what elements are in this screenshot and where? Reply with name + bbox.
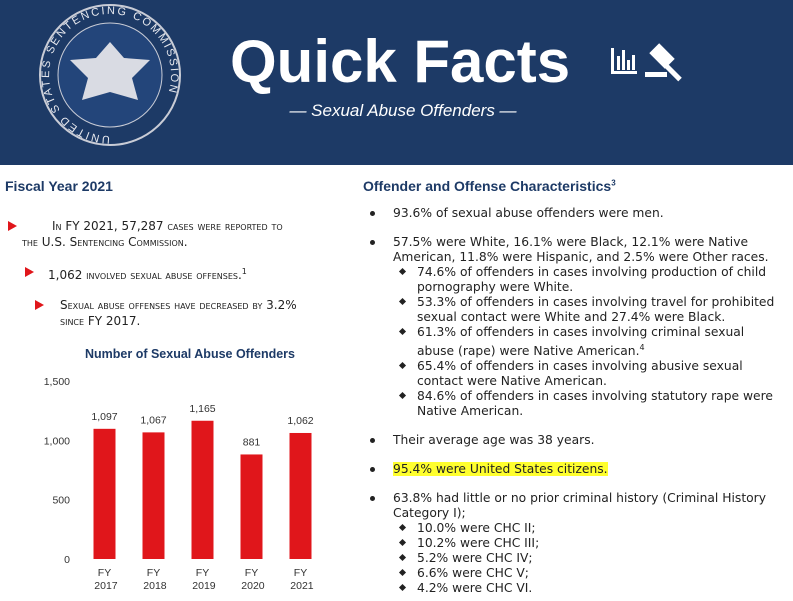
data-label: 1,067 (140, 414, 166, 426)
characteristic-text: 57.5% were White, 16.1% were Black, 12.1… (393, 235, 769, 264)
data-label: 1,097 (91, 411, 117, 423)
characteristic: 95.4% were United States citizens. (368, 462, 783, 477)
fact-item: Sexual abuse offenses have decreased by … (0, 297, 300, 329)
x-tick-label: FY 2020 (238, 567, 264, 592)
bar (142, 432, 165, 559)
sub-text: 5.2% were CHC IV; (417, 551, 533, 566)
bar (289, 432, 312, 559)
sub-characteristic: 4.2% were CHC VI. (393, 581, 783, 596)
fact-text: Sexual abuse offenses have decreased by … (60, 298, 297, 328)
subtitle: — Sexual Abuse Offenders — (288, 101, 517, 120)
characteristic-text: 93.6% of sexual abuse offenders were men… (393, 206, 664, 220)
sub-text: 61.3% of offenders in cases involving cr… (417, 325, 745, 359)
right-heading-text: Offender and Offense Characteristics (363, 178, 612, 194)
sub-text: 10.0% were CHC II; (417, 521, 536, 536)
sub-text: 6.6% were CHC V; (417, 566, 529, 581)
sub-text: 84.6% of offenders in cases involving st… (417, 389, 773, 419)
y-tick-label: 1,500 (44, 376, 70, 388)
sub-characteristic: 5.2% were CHC IV; (393, 551, 783, 566)
sub-characteristic: 74.6% of offenders in cases involving pr… (393, 265, 783, 295)
banner: UNITED STATES SENTENCING COMMISSION Quic… (0, 0, 793, 165)
sub-characteristic: 6.6% were CHC V; (393, 566, 783, 581)
characteristic: Their average age was 38 years. (368, 433, 783, 448)
sub-characteristic: 84.6% of offenders in cases involving st… (393, 389, 783, 419)
gavel-icon (645, 43, 682, 82)
sub-characteristic: 53.3% of offenders in cases involving tr… (393, 295, 783, 325)
title: Quick Facts (230, 28, 570, 95)
sub-text: 74.6% of offenders in cases involving pr… (417, 265, 767, 294)
data-label: 1,165 (189, 403, 215, 415)
footnote: 4 (639, 343, 645, 352)
right-list: 93.6% of sexual abuse offenders were men… (368, 206, 783, 601)
x-tick-label: FY 2017 (91, 567, 117, 592)
left-heading: Fiscal Year 2021 (5, 178, 113, 194)
data-label: 1,062 (287, 415, 313, 427)
y-tick-label: 1,000 (44, 435, 70, 447)
sub-characteristic: 10.0% were CHC II; (393, 521, 783, 536)
sub-characteristic: 61.3% of offenders in cases involving cr… (393, 325, 783, 359)
characteristic-text: 63.8% had little or no prior criminal hi… (393, 491, 767, 521)
x-tick-label: FY 2018 (140, 567, 166, 592)
sub-text: 53.3% of offenders in cases involving tr… (417, 295, 775, 324)
sub-text: 10.2% were CHC III; (417, 536, 540, 551)
fact-item: 1,062 involved sexual abuse offenses.1 (0, 264, 300, 283)
bar (191, 420, 214, 559)
footnote: 3 (611, 178, 616, 188)
characteristic: 57.5% were White, 16.1% were Black, 12.1… (368, 235, 783, 419)
eagle (70, 42, 150, 100)
fact-text: In FY 2021, 57,287 cases were reported t… (22, 219, 283, 249)
fact-text: 1,062 involved sexual abuse offenses. (48, 268, 242, 282)
data-label: 881 (243, 436, 261, 448)
characteristic-text: 95.4% were United States citizens. (393, 462, 608, 477)
bar (240, 454, 263, 559)
chart-icon (611, 48, 637, 74)
chart-title: Number of Sexual Abuse Offenders (85, 348, 295, 361)
x-tick-label: FY 2019 (189, 567, 215, 592)
characteristic: 93.6% of sexual abuse offenders were men… (368, 206, 783, 221)
left-list: In FY 2021, 57,287 cases were reported t… (0, 218, 300, 343)
footnote: 1 (241, 267, 247, 276)
chart: Number of Sexual Abuse Offenders 0 500 1,0… (44, 348, 314, 592)
sub-text: 4.2% were CHC VI. (417, 581, 533, 596)
y-tick-label: 0 (64, 554, 70, 566)
fact-item: In FY 2021, 57,287 cases were reported t… (0, 218, 300, 250)
sub-characteristic: 65.4% of offenders in cases involving ab… (393, 359, 783, 389)
y-tick-label: 500 (52, 495, 70, 507)
sub-characteristic: 10.2% were CHC III; (393, 536, 783, 551)
banner-art: UNITED STATES SENTENCING COMMISSION Quic… (39, 4, 682, 146)
characteristic: 63.8% had little or no prior criminal hi… (368, 491, 783, 596)
bar (93, 428, 116, 559)
right-heading: Offender and Offense Characteristics3 (363, 178, 616, 194)
x-tick-label: FY 2021 (287, 567, 313, 592)
characteristic-text: Their average age was 38 years. (393, 433, 595, 448)
sub-text: 65.4% of offenders in cases involving ab… (417, 359, 743, 389)
